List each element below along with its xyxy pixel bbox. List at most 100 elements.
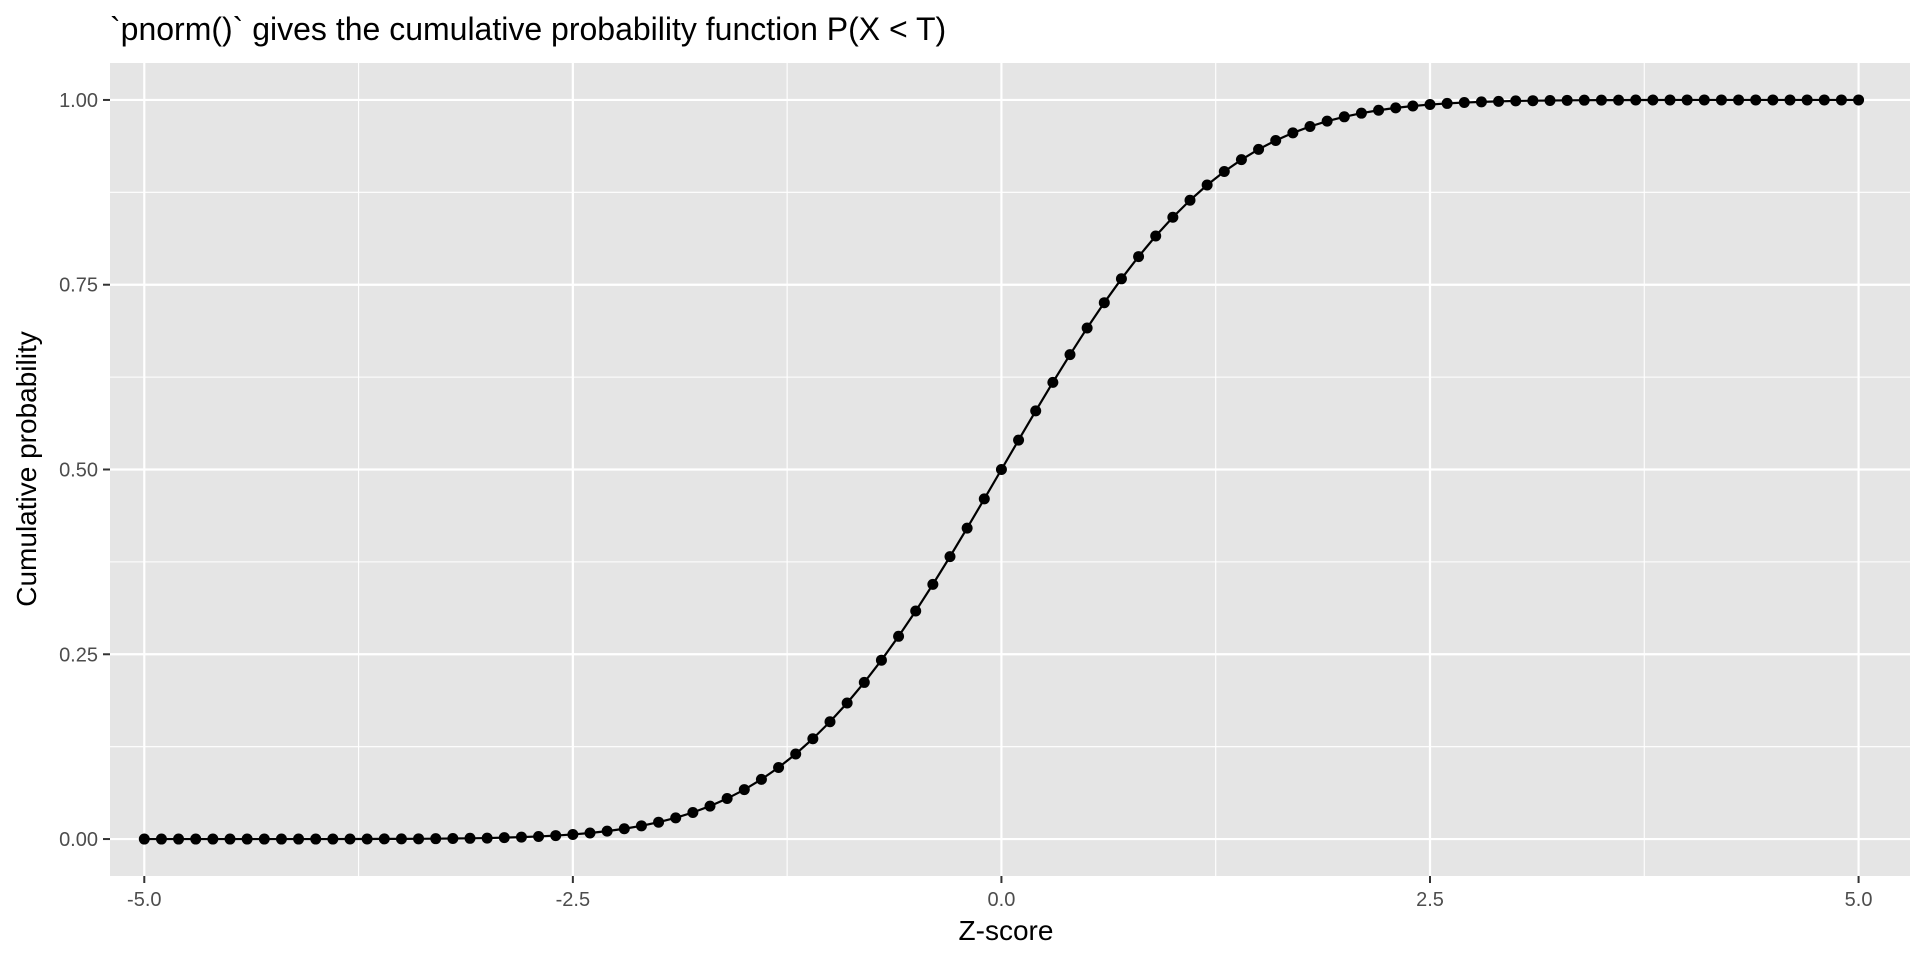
y-tick-label: 0.50 <box>59 460 98 482</box>
data-point <box>533 830 545 842</box>
data-point <box>361 833 373 845</box>
data-point <box>515 831 527 843</box>
data-point <box>241 833 253 845</box>
data-point <box>1458 97 1470 109</box>
data-point <box>1561 94 1573 106</box>
data-point <box>1578 94 1590 106</box>
data-point <box>173 833 185 845</box>
data-point <box>464 832 476 844</box>
data-point <box>395 833 407 845</box>
data-point <box>1853 94 1865 106</box>
data-point <box>1527 95 1539 107</box>
data-point <box>1715 94 1727 106</box>
data-point <box>344 833 356 845</box>
data-point <box>1475 96 1487 108</box>
data-point <box>721 793 733 805</box>
data-point <box>1235 154 1247 166</box>
data-point <box>275 833 287 845</box>
data-point <box>824 716 836 728</box>
data-point <box>1733 94 1745 106</box>
data-point <box>1064 349 1076 361</box>
data-point <box>430 833 442 845</box>
data-point <box>413 833 425 845</box>
data-point <box>1544 94 1556 106</box>
data-point <box>995 464 1007 475</box>
data-point <box>807 733 819 745</box>
data-point <box>670 812 682 824</box>
data-point <box>1698 94 1710 106</box>
data-point <box>1338 111 1350 123</box>
x-tick-label: 2.5 <box>1416 889 1444 911</box>
data-point <box>893 630 905 642</box>
data-point <box>1630 94 1642 106</box>
data-point <box>1493 95 1505 107</box>
data-point <box>1750 94 1762 106</box>
data-point <box>1133 251 1145 263</box>
data-point <box>1613 94 1625 106</box>
data-point <box>1664 94 1676 106</box>
data-point <box>1390 102 1402 114</box>
data-point <box>1115 273 1127 285</box>
data-point <box>755 773 767 785</box>
data-point <box>550 830 562 842</box>
data-point <box>1218 166 1230 177</box>
data-point <box>944 551 956 563</box>
data-point <box>618 823 630 835</box>
data-point <box>310 833 322 845</box>
data-point <box>1801 94 1813 106</box>
data-point <box>1407 100 1419 112</box>
data-point <box>1647 94 1659 106</box>
data-point <box>1047 376 1059 388</box>
data-point <box>1184 194 1196 206</box>
data-point <box>1253 143 1265 155</box>
data-point <box>1013 434 1025 446</box>
data-point <box>927 578 939 590</box>
data-point <box>567 828 579 840</box>
y-tick-label: 1.00 <box>59 90 98 112</box>
data-point <box>773 762 785 773</box>
x-tick-label: 0.0 <box>988 889 1016 911</box>
data-point <box>1784 94 1796 106</box>
y-axis-title: Cumulative probability <box>11 331 42 606</box>
data-point <box>224 833 236 845</box>
data-point <box>207 833 219 845</box>
y-tick-label: 0.25 <box>59 644 98 666</box>
x-axis-title: Z-score <box>959 915 1054 946</box>
data-point <box>961 522 973 534</box>
data-point <box>704 800 716 812</box>
data-point <box>910 605 922 617</box>
x-axis: -5.0 -2.5 0.0 2.5 5.0 <box>127 876 1872 911</box>
y-axis: 0.00 0.25 0.50 0.75 1.00 <box>59 90 110 851</box>
data-point <box>687 807 699 819</box>
data-point <box>1150 230 1162 242</box>
data-point <box>1270 134 1282 146</box>
data-point <box>1818 94 1830 106</box>
data-point <box>601 825 613 837</box>
data-point <box>327 833 339 845</box>
data-point <box>841 697 853 709</box>
data-point <box>1355 107 1367 119</box>
data-point <box>978 493 990 505</box>
x-tick-label: -2.5 <box>556 889 590 911</box>
data-point <box>1681 94 1693 106</box>
data-point <box>635 820 647 832</box>
data-point <box>498 832 510 844</box>
series-points <box>138 94 1865 845</box>
data-point <box>293 833 305 845</box>
data-point <box>1201 179 1213 191</box>
data-point <box>155 833 167 845</box>
y-tick-label: 0.00 <box>59 829 98 851</box>
data-point <box>1081 322 1093 334</box>
data-point <box>1424 99 1436 111</box>
data-point <box>1373 104 1385 116</box>
data-point <box>447 833 459 845</box>
x-tick-label: 5.0 <box>1845 889 1873 911</box>
chart-title: `pnorm()` gives the cumulative probabili… <box>110 11 946 47</box>
data-point <box>481 832 493 844</box>
data-point <box>584 827 596 839</box>
data-point <box>1304 120 1316 132</box>
data-point <box>1441 97 1453 109</box>
data-point <box>1835 94 1847 106</box>
data-point <box>858 676 870 688</box>
